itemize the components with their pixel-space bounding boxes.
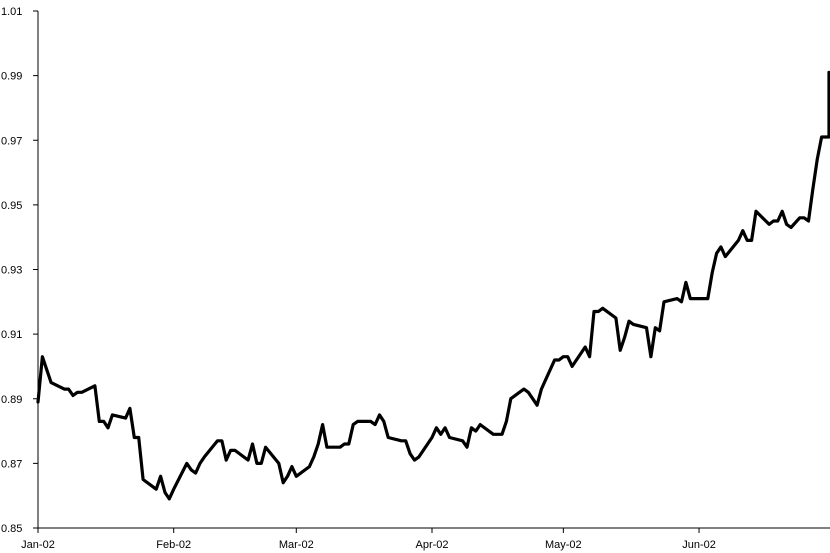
x-tick-label: Jun-02 — [682, 539, 716, 551]
x-axis: Jan-02 Feb-02 Mar-02 Apr-02 May-02 Jun-02 — [21, 527, 830, 551]
series-line — [36, 70, 830, 501]
y-tick-label: 0.93 — [1, 265, 22, 277]
x-tick-label: Apr-02 — [415, 539, 448, 551]
y-tick-label: 0.87 — [1, 458, 22, 470]
series-layer — [36, 70, 830, 501]
y-axis: 0.85 0.87 0.89 0.91 0.93 0.95 0.97 0.99 1.01 — [1, 6, 39, 535]
y-tick-label: 0.91 — [1, 329, 22, 341]
y-tick-label: 0.85 — [1, 523, 22, 535]
y-tick-label: 0.97 — [1, 135, 22, 147]
y-tick-label: 0.89 — [1, 394, 22, 406]
x-tick-label: Jan-02 — [21, 539, 55, 551]
x-tick-label: Feb-02 — [156, 539, 191, 551]
x-tick-label: Mar-02 — [279, 539, 314, 551]
y-tick-label: 0.95 — [1, 200, 22, 212]
y-tick-label: 1.01 — [1, 6, 22, 18]
y-tick-label: 0.99 — [1, 71, 22, 83]
x-tick-label: May-02 — [545, 539, 582, 551]
